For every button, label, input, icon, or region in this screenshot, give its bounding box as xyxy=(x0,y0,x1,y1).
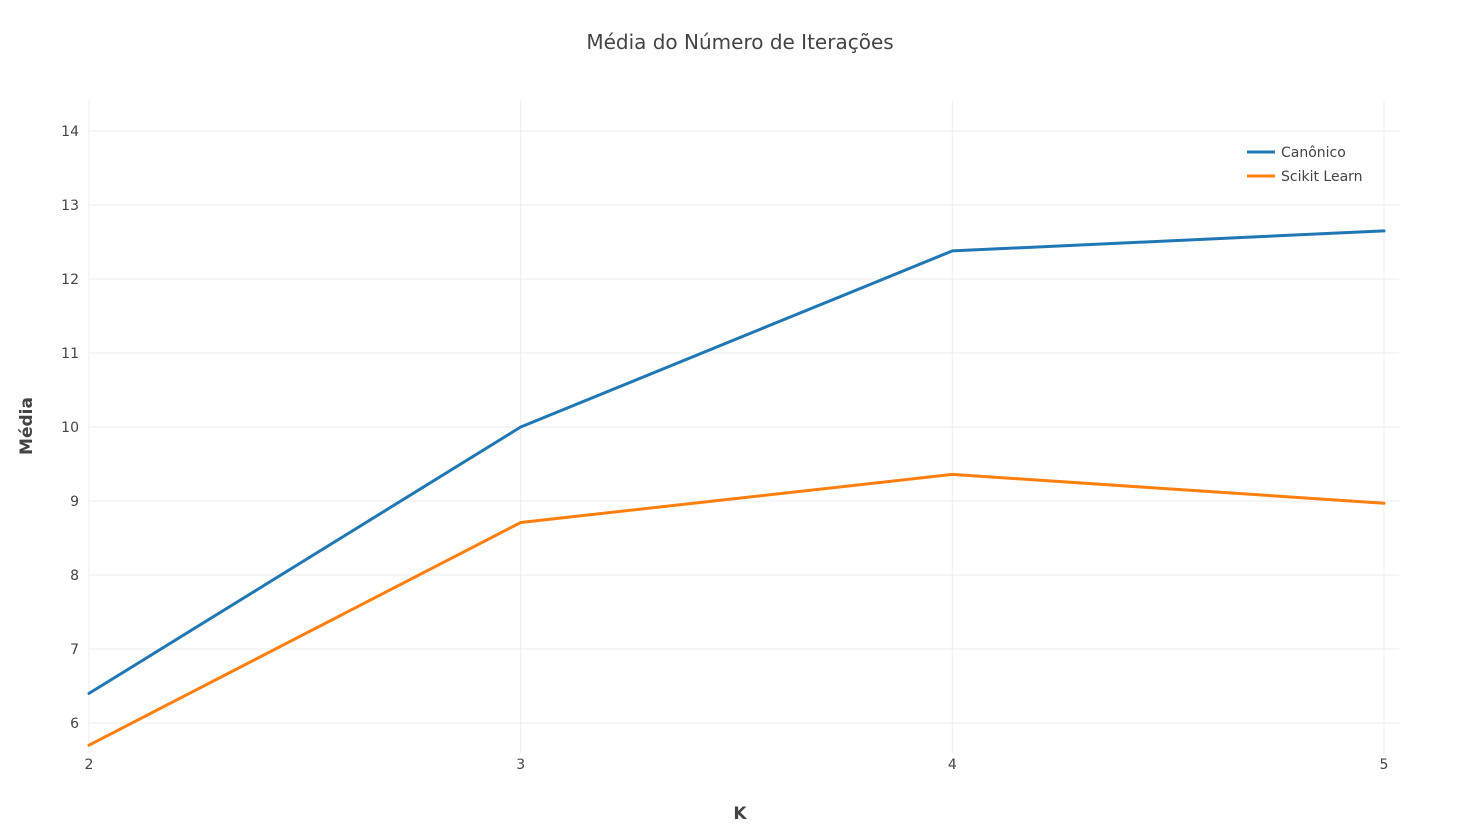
series-line-0 xyxy=(87,229,1386,695)
y-axis-title: Média xyxy=(17,397,37,455)
x-tick-label: 2 xyxy=(85,757,94,773)
y-tick-label: 7 xyxy=(70,642,79,658)
y-tick-label: 10 xyxy=(61,420,79,436)
y-tick-label: 13 xyxy=(61,198,79,214)
y-tick-labels: 6 7 8 9 10 11 12 13 14 xyxy=(61,124,79,732)
y-tick-label: 6 xyxy=(70,716,79,732)
y-tick-label: 9 xyxy=(70,494,79,510)
x-axis-title: K xyxy=(733,804,747,824)
legend: Canônico Scikit Learn xyxy=(1247,145,1363,185)
x-tick-label: 5 xyxy=(1380,757,1389,773)
chart-title: Média do Número de Iterações xyxy=(586,30,893,54)
series-line-1 xyxy=(87,472,1386,747)
x-tick-labels: 2 3 4 5 xyxy=(85,757,1389,773)
legend-label: Scikit Learn xyxy=(1281,169,1363,185)
y-tick-label: 11 xyxy=(61,346,79,362)
x-tick-label: 4 xyxy=(948,757,957,773)
x-tick-label: 3 xyxy=(516,757,525,773)
y-tick-label: 12 xyxy=(61,272,79,288)
series-layer xyxy=(87,229,1386,747)
legend-label: Canônico xyxy=(1281,145,1346,161)
y-tick-label: 8 xyxy=(70,568,79,584)
y-gridlines xyxy=(89,130,1399,724)
y-tick-label: 14 xyxy=(61,124,79,140)
